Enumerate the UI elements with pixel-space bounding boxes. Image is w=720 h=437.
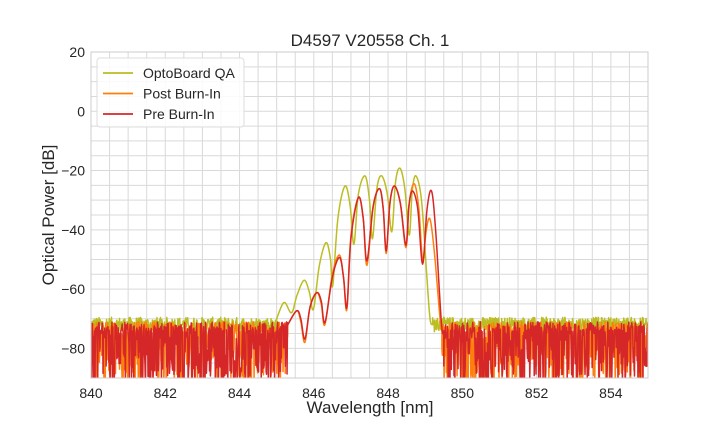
x-tick-label: 842	[154, 385, 178, 401]
x-tick-label: 854	[599, 385, 623, 401]
series-line-pre-burn-in	[91, 185, 648, 378]
y-tick-label: −60	[61, 281, 85, 297]
x-axis-label: Wavelength [nm]	[307, 398, 434, 417]
x-tick-label: 850	[451, 385, 475, 401]
y-tick-labels: 20 0 −20 −40 −60 −80	[61, 44, 85, 356]
y-tick-label: −40	[61, 222, 85, 238]
series-lines	[91, 167, 648, 378]
legend: OptoBoard QA Post Burn-In Pre Burn-In	[96, 57, 245, 128]
y-tick-label: −80	[61, 340, 85, 356]
plot-frame	[90, 51, 649, 379]
x-tick-label: 844	[228, 385, 252, 401]
chart-title: D4597 V20558 Ch. 1	[291, 31, 450, 50]
legend-box	[96, 57, 245, 128]
y-axis-label: Optical Power [dB]	[39, 145, 58, 286]
x-tick-label: 846	[302, 385, 326, 401]
x-tick-label: 840	[79, 385, 103, 401]
x-tick-labels: 840 842 844 846 848 850 852 854	[79, 385, 622, 401]
legend-label: OptoBoard QA	[143, 65, 235, 81]
legend-label: Post Burn-In	[143, 86, 221, 102]
y-tick-label: −20	[61, 163, 85, 179]
y-tick-label: 20	[69, 44, 85, 60]
x-tick-label: 848	[376, 385, 400, 401]
x-tick-label: 852	[525, 385, 549, 401]
legend-label: Pre Burn-In	[143, 106, 215, 122]
y-tick-label: 0	[77, 103, 85, 119]
